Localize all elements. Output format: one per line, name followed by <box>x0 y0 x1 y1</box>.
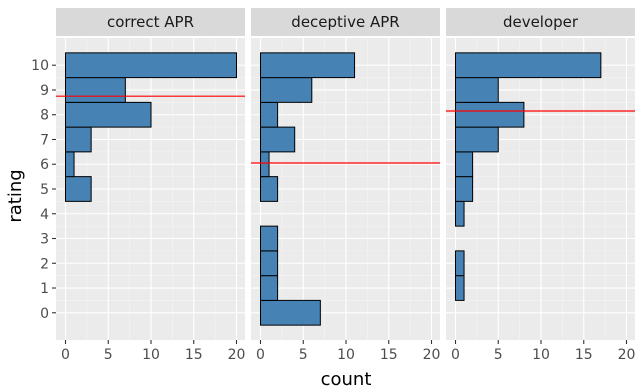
bar <box>455 200 465 227</box>
x-axis-title: count <box>321 369 372 389</box>
facet-strip <box>56 8 245 36</box>
bar <box>65 176 92 202</box>
x-tick-label: 5 <box>104 347 113 363</box>
bar <box>260 299 321 326</box>
facet-panel: deceptive APR 0 5 10 15 20 <box>251 8 440 363</box>
bar <box>260 275 279 301</box>
bar <box>260 52 356 79</box>
x-tick-label: 15 <box>575 347 593 363</box>
bar <box>260 126 296 153</box>
bar <box>455 176 474 202</box>
facet-strip-label: developer <box>503 13 579 31</box>
y-tick-label: 6 <box>40 157 49 173</box>
bar <box>455 250 465 277</box>
y-tick-label: 0 <box>40 306 49 322</box>
facet-strip-label: deceptive APR <box>291 13 399 31</box>
facet-strip-label: correct APR <box>107 13 194 31</box>
y-tick-label: 3 <box>40 232 49 248</box>
y-axis-title: rating <box>5 169 26 222</box>
x-tick-label: 10 <box>532 347 550 363</box>
y-axis: 0 1 2 3 4 5 6 7 8 9 10 <box>31 58 56 322</box>
y-tick-label: 7 <box>40 132 49 148</box>
bar <box>260 77 313 103</box>
bar <box>455 52 602 79</box>
x-tick-label: 5 <box>494 347 503 363</box>
bar <box>455 77 499 103</box>
x-tick-label: 15 <box>380 347 398 363</box>
x-tick-label: 0 <box>256 347 265 363</box>
x-tick-label: 10 <box>337 347 355 363</box>
x-tick-label: 0 <box>61 347 70 363</box>
bar <box>65 101 152 128</box>
bar <box>455 151 474 178</box>
bar <box>260 250 279 277</box>
bar <box>455 275 465 301</box>
bar <box>65 52 237 79</box>
x-tick-label: 5 <box>299 347 308 363</box>
panels-layer: correct APR 0 5 10 15 20 deceptive APR 0 5 10 15 20… <box>56 8 635 363</box>
y-tick-label: 5 <box>40 182 49 198</box>
y-tick-label: 10 <box>31 58 49 74</box>
bar <box>65 151 75 178</box>
facet-panel: developer 0 5 10 15 20 <box>446 8 635 363</box>
x-tick-label: 15 <box>185 347 203 363</box>
bar <box>65 126 92 153</box>
bar <box>455 101 525 128</box>
bar <box>260 225 279 252</box>
facet-panel: correct APR 0 5 10 15 20 <box>56 8 245 363</box>
x-tick-label: 10 <box>142 347 160 363</box>
bar <box>260 101 279 128</box>
x-tick-label: 20 <box>618 347 636 363</box>
y-tick-label: 9 <box>40 83 49 99</box>
facet-strip <box>446 8 635 36</box>
y-tick-label: 2 <box>40 256 49 272</box>
bar <box>260 151 270 178</box>
x-tick-label: 0 <box>451 347 460 363</box>
bar <box>260 176 279 202</box>
x-tick-label: 20 <box>423 347 441 363</box>
y-tick-label: 1 <box>40 281 49 297</box>
y-tick-label: 4 <box>40 207 49 223</box>
x-tick-label: 20 <box>228 347 246 363</box>
bar <box>455 126 499 153</box>
bar <box>65 77 126 103</box>
y-tick-label: 8 <box>40 108 49 124</box>
facet-strip <box>251 8 440 36</box>
